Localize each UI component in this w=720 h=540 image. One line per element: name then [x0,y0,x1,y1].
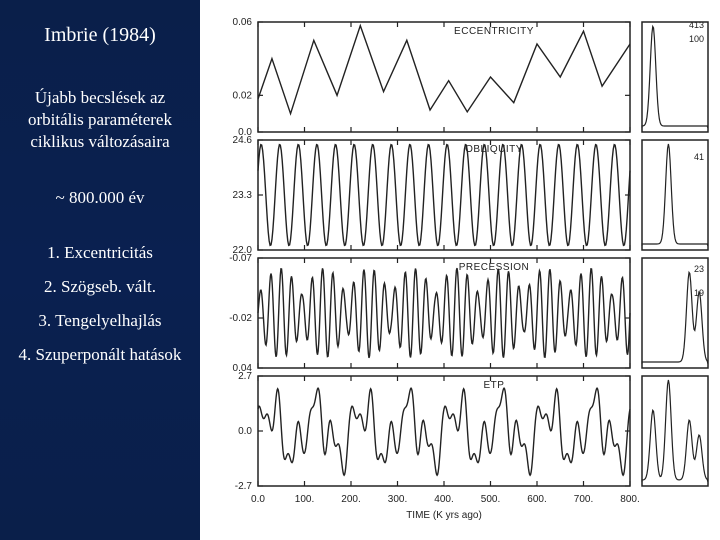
svg-text:0.0: 0.0 [238,426,252,437]
svg-text:0.0: 0.0 [251,494,265,505]
svg-text:ECCENTRICITY: ECCENTRICITY [454,26,534,37]
timespan: ~ 800.000 év [56,187,145,209]
svg-text:23: 23 [694,264,704,274]
svg-text:300.: 300. [388,494,407,505]
svg-text:-2.7: -2.7 [235,481,253,492]
list-item: 3. Tengelyelhajlás [38,311,161,331]
list-item: 1. Excentricitás [47,243,153,263]
list-item: 2. Szögseb. vált. [44,277,156,297]
svg-text:PRECESSION: PRECESSION [459,262,530,273]
svg-text:600.: 600. [527,494,546,505]
svg-text:700.: 700. [574,494,593,505]
svg-text:-0.02: -0.02 [229,313,252,324]
slide-title: Imbrie (1984) [44,24,156,47]
svg-text:100.: 100. [295,494,314,505]
svg-text:800.: 800. [620,494,639,505]
svg-text:2.7: 2.7 [238,371,252,382]
list-item: 4. Szuperponált hatások [19,345,182,365]
svg-text:200.: 200. [341,494,360,505]
orbital-parameters-chart: 0.00.020.06ECCENTRICITY41310022.023.324.… [200,0,720,540]
svg-text:23.3: 23.3 [233,190,253,201]
svg-text:500.: 500. [481,494,500,505]
svg-text:413: 413 [689,20,704,30]
figure-area: 0.00.020.06ECCENTRICITY41310022.023.324.… [200,0,720,540]
sidebar: Imbrie (1984) Újabb becslések az orbitál… [0,0,200,540]
svg-text:OBLIQUITY: OBLIQUITY [465,144,523,155]
svg-text:0.02: 0.02 [233,90,253,101]
svg-text:19: 19 [694,288,704,298]
svg-text:400.: 400. [434,494,453,505]
svg-text:-0.07: -0.07 [229,253,252,264]
svg-text:24.6: 24.6 [233,135,253,146]
svg-text:41: 41 [694,152,704,162]
slide-root: Imbrie (1984) Újabb becslések az orbitál… [0,0,720,540]
svg-text:ETP: ETP [484,380,505,391]
svg-text:100: 100 [689,34,704,44]
svg-text:TIME (K yrs ago): TIME (K yrs ago) [406,510,482,521]
svg-text:0.06: 0.06 [233,17,253,28]
subtitle: Újabb becslések az orbitális paraméterek… [6,87,194,153]
